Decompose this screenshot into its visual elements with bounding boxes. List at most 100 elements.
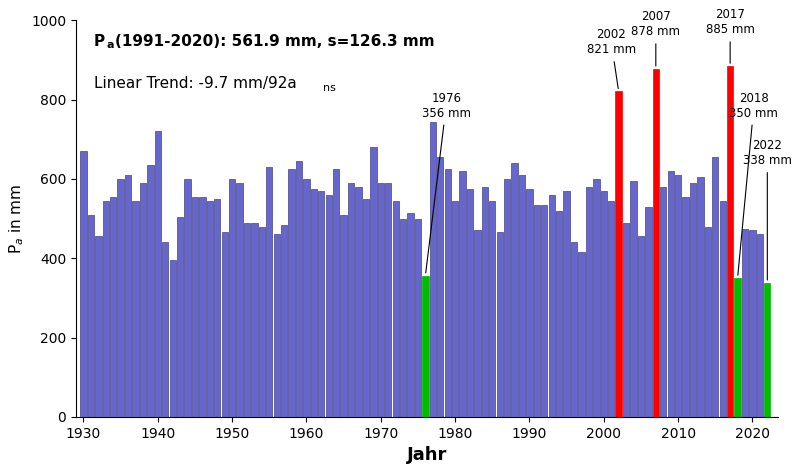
Bar xyxy=(623,223,630,417)
Text: 2017
885 mm: 2017 885 mm xyxy=(706,8,754,63)
Bar xyxy=(162,243,169,417)
Bar xyxy=(274,235,280,417)
Bar xyxy=(251,223,258,417)
Text: 2022
338 mm: 2022 338 mm xyxy=(743,139,792,280)
Bar xyxy=(474,230,481,417)
Bar xyxy=(303,179,310,417)
Bar xyxy=(712,157,718,417)
Bar xyxy=(318,191,325,417)
Bar xyxy=(660,187,666,417)
Bar xyxy=(118,179,124,417)
Y-axis label: P$_a$ in mm: P$_a$ in mm xyxy=(7,183,26,254)
Bar xyxy=(727,66,734,417)
Bar xyxy=(445,169,451,417)
Bar xyxy=(362,199,369,417)
Bar xyxy=(222,233,228,417)
Bar xyxy=(333,169,339,417)
Bar xyxy=(140,183,146,417)
Bar xyxy=(690,183,696,417)
Bar xyxy=(667,171,674,417)
Bar xyxy=(430,122,436,417)
Bar xyxy=(519,175,525,417)
Bar xyxy=(571,243,578,417)
Bar xyxy=(422,276,429,417)
Bar xyxy=(289,169,294,417)
Bar xyxy=(653,69,659,417)
Bar xyxy=(563,191,570,417)
Bar xyxy=(348,183,354,417)
Bar xyxy=(578,252,585,417)
Bar xyxy=(415,219,421,417)
Bar xyxy=(764,283,770,417)
Bar xyxy=(296,161,302,417)
Bar xyxy=(393,201,399,417)
Bar xyxy=(206,201,213,417)
Text: 2007
878 mm: 2007 878 mm xyxy=(631,10,680,66)
Bar xyxy=(170,260,176,417)
Bar xyxy=(593,179,599,417)
Bar xyxy=(615,91,622,417)
Bar xyxy=(526,189,533,417)
Bar xyxy=(742,228,748,417)
Bar xyxy=(192,197,198,417)
Bar xyxy=(102,201,109,417)
Bar xyxy=(355,187,362,417)
Bar xyxy=(229,179,235,417)
Bar xyxy=(266,167,273,417)
Bar xyxy=(534,205,540,417)
Bar xyxy=(489,201,495,417)
Bar xyxy=(281,225,287,417)
Bar xyxy=(147,165,154,417)
Bar xyxy=(80,151,86,417)
Bar xyxy=(675,175,682,417)
Text: Linear Trend: -9.7 mm/92a: Linear Trend: -9.7 mm/92a xyxy=(94,76,296,91)
Bar xyxy=(341,215,346,417)
Text: (1991-2020): 561.9 mm, s=126.3 mm: (1991-2020): 561.9 mm, s=126.3 mm xyxy=(114,34,434,49)
Bar xyxy=(638,236,644,417)
X-axis label: Jahr: Jahr xyxy=(407,446,447,464)
Bar xyxy=(705,227,711,417)
Bar xyxy=(110,197,116,417)
Bar xyxy=(556,211,562,417)
Bar xyxy=(310,189,317,417)
Bar xyxy=(258,227,265,417)
Bar xyxy=(177,217,183,417)
Bar xyxy=(630,181,637,417)
Bar xyxy=(719,201,726,417)
Bar xyxy=(407,213,414,417)
Bar xyxy=(549,195,555,417)
Bar xyxy=(482,187,488,417)
Bar xyxy=(378,183,384,417)
Bar xyxy=(88,215,94,417)
Bar xyxy=(184,179,190,417)
Bar xyxy=(326,195,332,417)
Bar xyxy=(541,205,547,417)
Bar xyxy=(497,233,503,417)
Bar xyxy=(437,157,443,417)
Bar xyxy=(646,207,651,417)
Text: 2002
821 mm: 2002 821 mm xyxy=(586,28,636,89)
Bar xyxy=(400,219,406,417)
Bar xyxy=(199,197,206,417)
Bar xyxy=(154,131,161,417)
Bar xyxy=(132,201,138,417)
Bar xyxy=(601,191,607,417)
Bar xyxy=(608,201,614,417)
Bar xyxy=(370,147,377,417)
Bar xyxy=(237,183,242,417)
Bar xyxy=(385,183,391,417)
Bar xyxy=(95,236,102,417)
Bar xyxy=(750,230,756,417)
Text: 2018
350 mm: 2018 350 mm xyxy=(730,91,778,275)
Bar xyxy=(682,197,689,417)
Text: ns: ns xyxy=(323,83,336,93)
Bar xyxy=(504,179,510,417)
Bar xyxy=(244,223,250,417)
Text: a: a xyxy=(106,40,114,50)
Bar xyxy=(459,171,466,417)
Bar xyxy=(214,199,221,417)
Text: 1976
356 mm: 1976 356 mm xyxy=(422,91,470,273)
Bar xyxy=(757,235,763,417)
Bar xyxy=(511,163,518,417)
Bar xyxy=(586,187,592,417)
